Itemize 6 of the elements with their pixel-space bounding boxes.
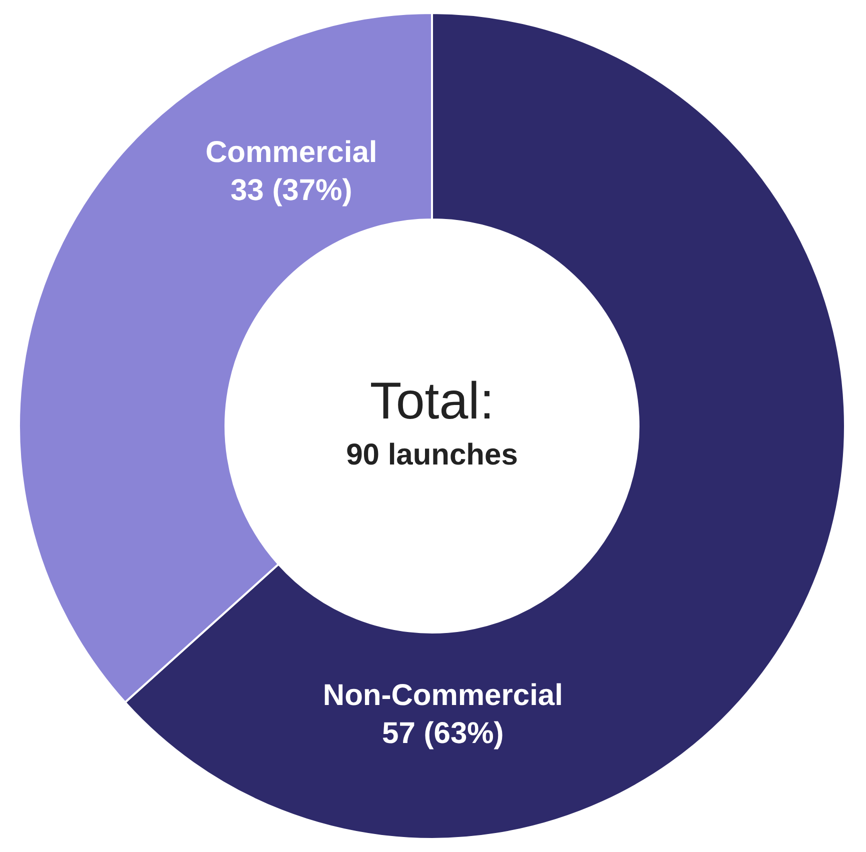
data-label: 57 (63%) (382, 716, 504, 750)
slice-label: Non-Commercial (322, 678, 563, 712)
text: Total: (370, 372, 494, 430)
text: 90 launches (346, 438, 518, 472)
slice-label: Commercial (205, 136, 378, 169)
data-label: 33 (37%) (230, 174, 352, 207)
